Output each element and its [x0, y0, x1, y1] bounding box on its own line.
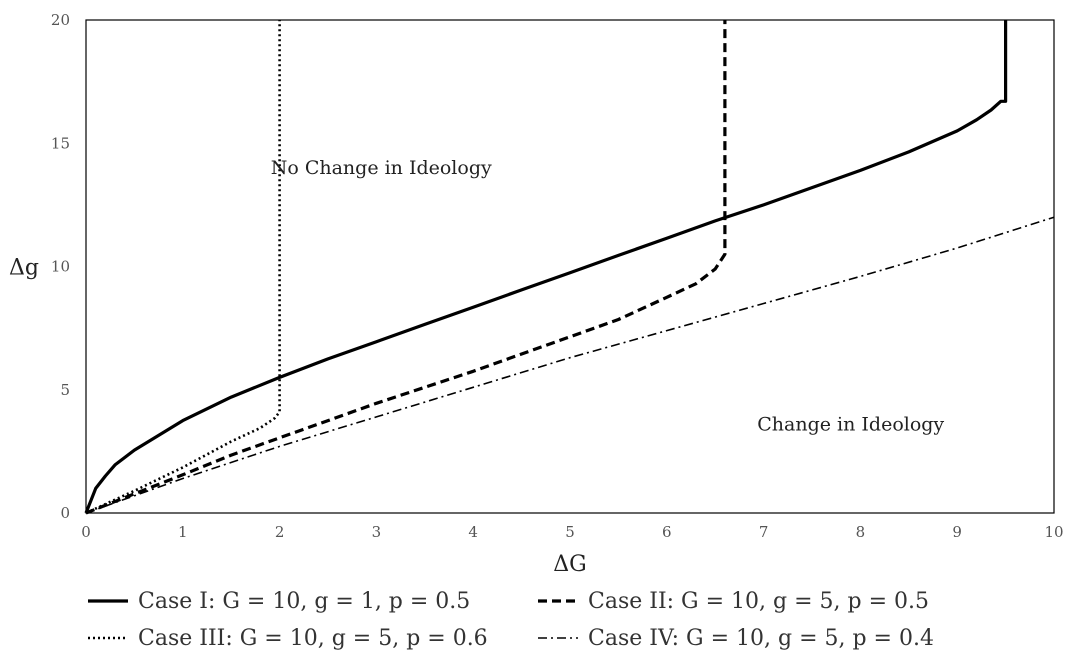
x-tick-label: 1 — [178, 523, 188, 541]
x-tick-label: 10 — [1044, 523, 1063, 541]
series-line-2 — [85, 20, 727, 515]
series-line-4 — [85, 216, 1055, 514]
annotation-1: No Change in Ideology — [271, 157, 492, 179]
y-tick-label: 5 — [60, 381, 70, 399]
x-tick-label: 0 — [81, 523, 91, 541]
x-tick-label: 8 — [856, 523, 866, 541]
legend-label-4: Case IV: G = 10, g = 5, p = 0.4 — [588, 626, 934, 651]
plot-frame — [85, 19, 1055, 514]
y-tick-label: 20 — [51, 11, 70, 29]
x-tick-label: 4 — [468, 523, 478, 541]
x-tick-label: 3 — [372, 523, 382, 541]
legend-label-2: Case II: G = 10, g = 5, p = 0.5 — [588, 589, 929, 614]
series-line-1 — [84, 20, 1008, 514]
legend-label-1: Case I: G = 10, g = 1, p = 0.5 — [138, 589, 470, 614]
x-tick-label: 5 — [565, 523, 575, 541]
y-tick-label: 10 — [51, 258, 70, 276]
y-tick-label: 0 — [60, 504, 70, 522]
x-tick-label: 7 — [759, 523, 769, 541]
y-axis-label: Δg — [9, 256, 39, 281]
x-axis-label: ΔG — [553, 552, 586, 577]
x-tick-label: 2 — [275, 523, 285, 541]
x-tick-label: 9 — [952, 523, 962, 541]
x-tick-label: 6 — [662, 523, 672, 541]
legend-label-3: Case III: G = 10, g = 5, p = 0.6 — [138, 626, 488, 651]
y-tick-label: 15 — [51, 134, 70, 152]
series-line-3 — [85, 20, 281, 515]
annotation-2: Change in Ideology — [757, 413, 944, 435]
